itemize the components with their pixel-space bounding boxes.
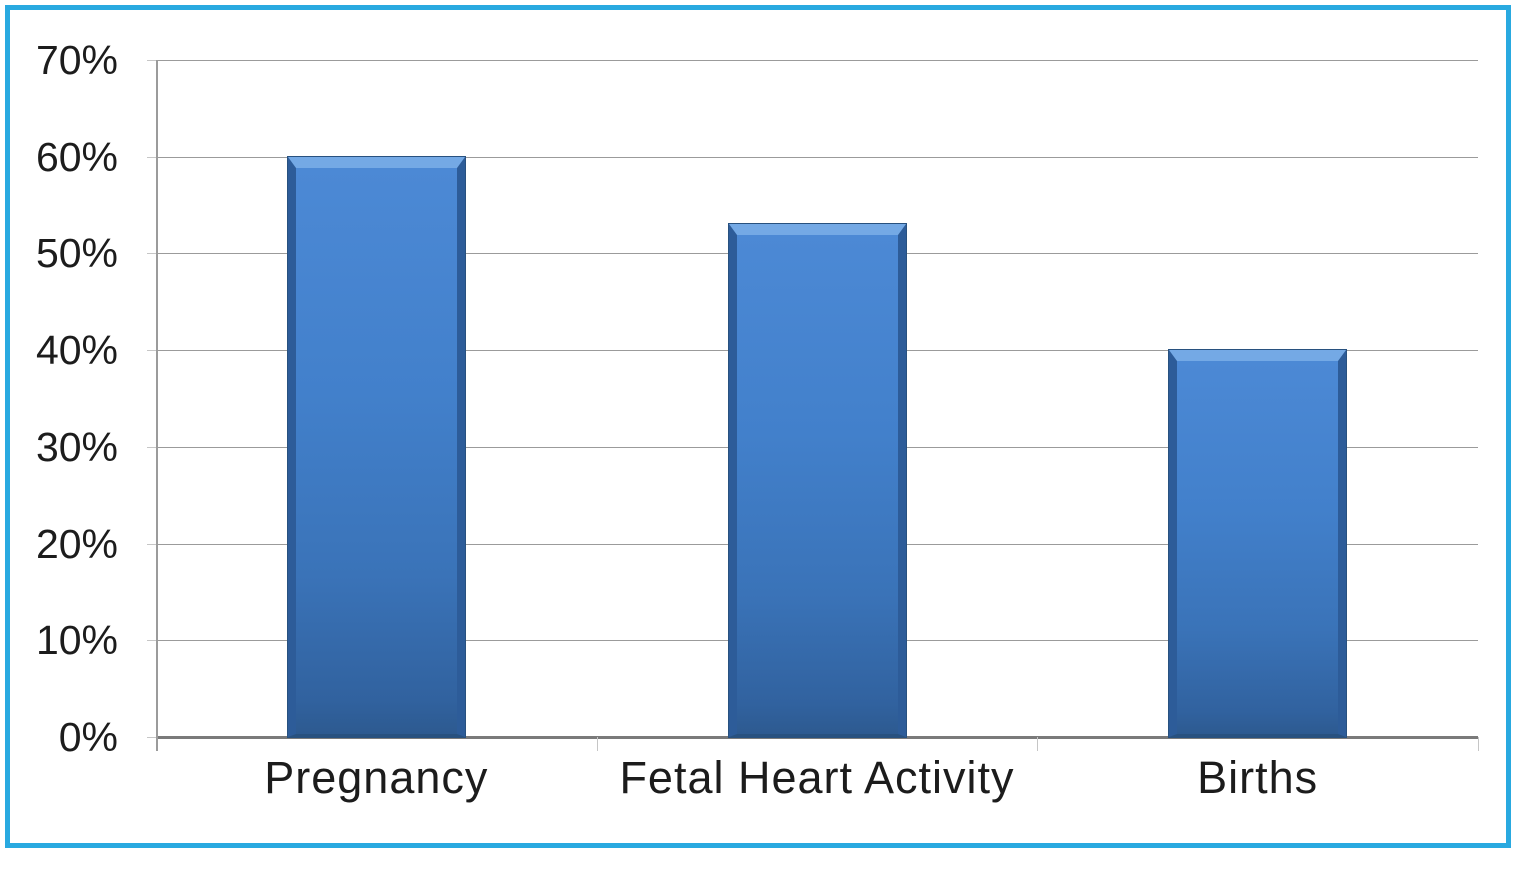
y-axis-tick-label: 10% <box>35 617 118 664</box>
y-tick-20 <box>147 543 156 545</box>
x-tick-3 <box>1478 737 1479 751</box>
y-tick-40 <box>147 350 156 352</box>
category-label-births: Births <box>1197 752 1319 803</box>
x-tick-2 <box>1037 737 1039 751</box>
plot-area: 0% 10% 20% 30% 40% 50% 60% 70% Pregnancy Fetal He… <box>10 10 1515 871</box>
y-axis-line <box>156 60 158 751</box>
bar-births <box>1169 350 1347 737</box>
y-axis-tick-label: 40% <box>35 327 118 374</box>
y-axis-tick-label: 60% <box>35 133 118 180</box>
y-tick-60 <box>147 156 156 158</box>
gridline-70 <box>156 60 1478 61</box>
y-axis-tick-label: 0% <box>58 714 118 760</box>
y-tick-50 <box>147 253 156 255</box>
category-label-fetal-heart-activity: Fetal Heart Activity <box>619 752 1015 803</box>
y-tick-70 <box>147 60 156 61</box>
category-label-pregnancy: Pregnancy <box>264 752 489 803</box>
y-axis-tick-label: 70% <box>35 37 118 83</box>
y-axis-tick-label: 30% <box>35 423 118 470</box>
y-axis-tick-label: 20% <box>35 520 118 567</box>
y-tick-0 <box>147 737 156 738</box>
y-axis-tick-label: 50% <box>35 230 118 277</box>
y-tick-10 <box>147 640 156 642</box>
bar-fetal-heart-activity <box>728 224 906 737</box>
chart-frame: 0% 10% 20% 30% 40% 50% 60% 70% Pregnancy Fetal He… <box>5 5 1511 848</box>
x-axis-line <box>156 736 1478 739</box>
x-tick-1 <box>596 737 598 751</box>
bar-pregnancy <box>287 156 465 737</box>
y-tick-30 <box>147 446 156 448</box>
gridline-60 <box>156 156 1478 158</box>
